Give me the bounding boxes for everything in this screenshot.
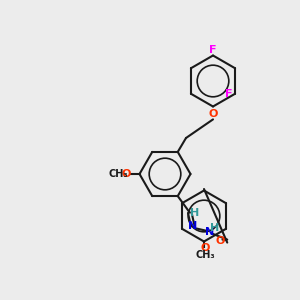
Text: CH₃: CH₃ [196, 250, 215, 260]
Text: CH₃: CH₃ [108, 169, 128, 179]
Text: N: N [205, 227, 214, 237]
Text: O: O [208, 109, 218, 119]
Text: O: O [201, 243, 210, 253]
Text: H: H [210, 224, 219, 233]
Text: O: O [121, 169, 131, 179]
Text: O: O [216, 236, 225, 246]
Text: F: F [209, 45, 217, 55]
Text: H: H [190, 208, 199, 218]
Text: N: N [188, 221, 197, 231]
Text: F: F [225, 89, 232, 99]
